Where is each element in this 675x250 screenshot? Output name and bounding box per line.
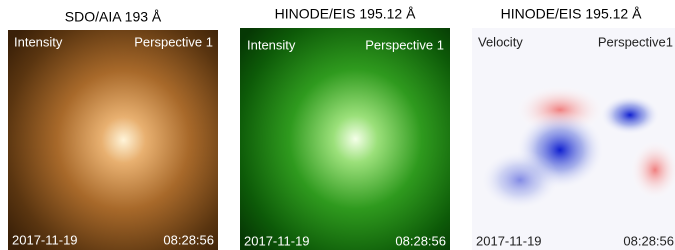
- label: Perspective 1: [134, 34, 213, 49]
- panel-title: HINODE/EIS 195.12 Å: [501, 6, 643, 22]
- figure: SDO/AIA 193 Å Intensity Perspective 1 20…: [0, 0, 675, 250]
- intensity-image: [240, 28, 450, 250]
- panel: HINODE/EIS 195.12 Å Intensity Perspectiv…: [240, 6, 450, 250]
- intensity-image: [8, 30, 218, 250]
- label: Perspective 1: [365, 37, 444, 52]
- panel: SDO/AIA 193 Å Intensity Perspective 1 20…: [8, 9, 218, 250]
- panel: HINODE/EIS 195.12 Å Velocity Perspective…: [472, 6, 675, 250]
- date: 2017-11-19: [244, 233, 310, 248]
- panel-title: HINODE/EIS 195.12 Å: [275, 6, 417, 22]
- time: 08:28:56: [395, 233, 446, 248]
- date: 2017-11-19: [476, 233, 542, 248]
- blueshift-region: [480, 150, 560, 210]
- time: 08:28:56: [163, 232, 214, 247]
- label: Perspective1: [598, 34, 673, 49]
- blueshift-region: [600, 95, 660, 135]
- label: Velocity: [478, 34, 523, 49]
- date: 2017-11-19: [12, 232, 78, 247]
- label: Intensity: [14, 34, 63, 49]
- time: 08:28:56: [623, 233, 674, 248]
- panel-title: SDO/AIA 193 Å: [65, 9, 162, 25]
- label: Intensity: [247, 37, 296, 52]
